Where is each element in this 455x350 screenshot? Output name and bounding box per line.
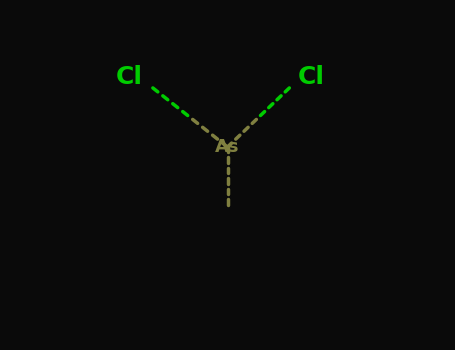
Text: As: As bbox=[215, 138, 240, 156]
Text: Cl: Cl bbox=[298, 65, 325, 89]
Text: Cl: Cl bbox=[116, 65, 143, 89]
